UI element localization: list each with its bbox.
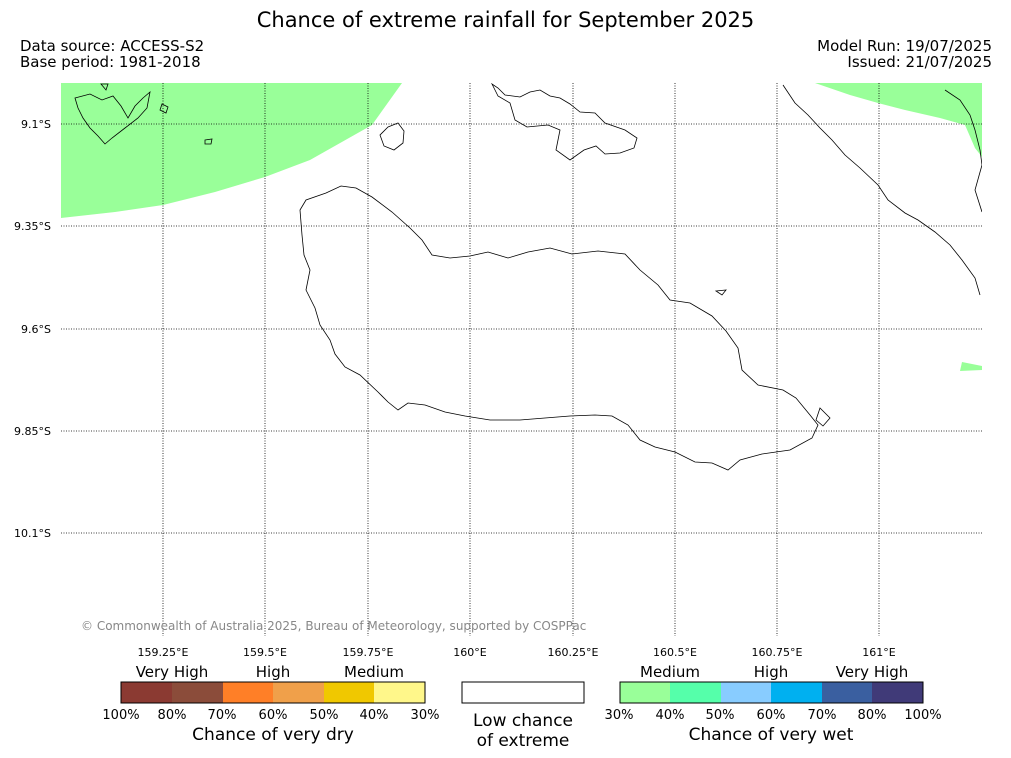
dry-category-label: Very High <box>136 663 209 681</box>
wet-color-swatch <box>872 682 923 703</box>
lat-label: 10.1°S <box>14 527 51 540</box>
low-chance-swatch <box>461 681 585 704</box>
lon-label: 160.25°E <box>548 646 599 659</box>
dry-category-label: High <box>256 663 290 681</box>
dry-color-swatch <box>273 682 324 703</box>
low-chance-label-line1: Low chance <box>473 711 573 731</box>
base-period-text: Base period: 1981-2018 <box>20 53 201 71</box>
lon-label: 159.5°E <box>243 646 287 659</box>
wet-color-swatch <box>620 682 670 703</box>
wet-category-label: Medium <box>640 663 700 681</box>
rainfall-overlay-east <box>815 83 982 157</box>
lat-label: 9.35°S <box>14 220 51 233</box>
low-chance-legend: Low chance of extreme <box>461 681 585 751</box>
run-info: Model Run: 19/07/2025 Issued: 21/07/2025 <box>817 38 992 70</box>
source-info: Data source: ACCESS-S2 Base period: 1981… <box>20 38 204 70</box>
wet-color-swatch <box>771 682 822 703</box>
small-island-c <box>204 138 213 145</box>
wet-legend-border <box>619 681 924 704</box>
lat-label: 9.6°S <box>21 323 51 336</box>
lat-label: 9.85°S <box>14 425 51 438</box>
latitude-labels: 9.1°S 9.35°S 9.6°S 9.85°S 10.1°S <box>14 118 51 540</box>
longitude-labels: 159.25°E 159.5°E 159.75°E 160°E 160.25°E… <box>138 646 896 659</box>
wet-color-swatch <box>822 682 872 703</box>
wet-category-label: High <box>754 663 788 681</box>
dry-legend-border <box>120 681 426 704</box>
rainfall-overlay-west <box>61 83 402 218</box>
lon-label: 160°E <box>453 646 486 659</box>
malaita-coastline <box>782 84 981 296</box>
dry-color-swatch <box>374 682 425 703</box>
dry-category-label: Medium <box>344 663 404 681</box>
dry-color-swatch <box>324 682 374 703</box>
guadalcanal-coastline <box>299 185 819 471</box>
lat-label: 9.1°S <box>21 118 51 131</box>
rainfall-overlay-southeast <box>960 362 982 371</box>
small-island-b <box>159 103 169 114</box>
lon-label: 160.5°E <box>653 646 697 659</box>
small-island-d <box>714 289 727 296</box>
map-title: Chance of extreme rainfall for September… <box>256 8 755 32</box>
wet-legend: Medium High Very High 30% 40% 50% 60% 70… <box>605 663 942 745</box>
lon-label: 159.25°E <box>138 646 189 659</box>
issued-text: Issued: 21/07/2025 <box>847 53 992 71</box>
dry-percent-label: 40% <box>360 708 389 723</box>
dry-percent-label: 70% <box>208 708 237 723</box>
wet-percent-label: 80% <box>858 708 887 723</box>
dry-legend: Very High High Medium 100% 80% 70% 60% 5… <box>102 663 439 745</box>
wet-legend-title: Chance of very wet <box>689 725 854 745</box>
dry-percent-label: 100% <box>102 708 139 723</box>
florida-islands-coastline <box>491 83 638 161</box>
coastlines <box>74 83 982 471</box>
wet-percent-label: 70% <box>808 708 837 723</box>
dry-percent-label: 60% <box>259 708 288 723</box>
savo-island-coastline <box>379 122 405 151</box>
dry-percent-label: 80% <box>158 708 187 723</box>
wet-percent-label: 50% <box>706 708 735 723</box>
map-panel: 9.1°S 9.35°S 9.6°S 9.85°S 10.1°S 159.25°… <box>14 83 982 659</box>
wet-percent-label: 30% <box>605 708 634 723</box>
wet-percent-label: 60% <box>757 708 786 723</box>
wet-category-label: Very High <box>836 663 909 681</box>
lon-label: 159.75°E <box>343 646 394 659</box>
model-run-text: Model Run: 19/07/2025 <box>817 37 992 55</box>
wet-percent-label: 40% <box>656 708 685 723</box>
dry-percent-label: 50% <box>310 708 339 723</box>
lon-label: 160.75°E <box>752 646 803 659</box>
lon-label: 161°E <box>862 646 895 659</box>
legend: Very High High Medium 100% 80% 70% 60% 5… <box>102 663 941 751</box>
low-chance-label-line2: of extreme <box>477 731 570 751</box>
wet-percent-label: 100% <box>904 708 941 723</box>
dry-color-swatch <box>121 682 172 703</box>
russell-islands-coastline <box>74 90 151 145</box>
small-island-e <box>815 407 831 427</box>
dry-legend-title: Chance of very dry <box>192 725 354 745</box>
copyright-notice: © Commonwealth of Australia 2025, Bureau… <box>81 619 586 633</box>
wet-color-swatch <box>721 682 771 703</box>
data-source-text: Data source: ACCESS-S2 <box>20 37 205 55</box>
small-island-a <box>100 83 109 91</box>
dry-color-swatch <box>172 682 223 703</box>
malaita-east-coastline <box>944 89 982 213</box>
dry-color-swatch <box>223 682 273 703</box>
dry-percent-label: 30% <box>411 708 440 723</box>
wet-color-swatch <box>670 682 721 703</box>
